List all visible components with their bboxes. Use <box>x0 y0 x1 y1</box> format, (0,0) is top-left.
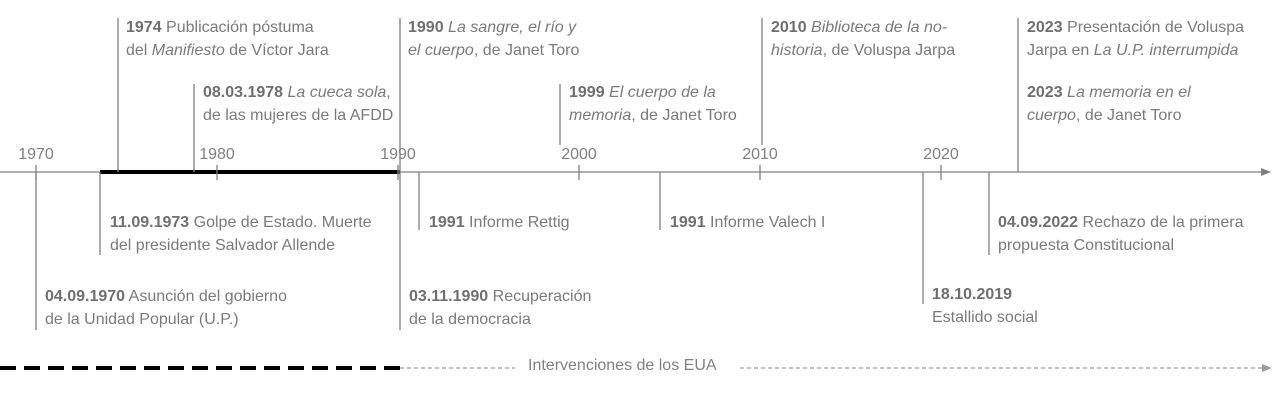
event-date: 2023 <box>1027 84 1063 101</box>
event-1990-democracia: 03.11.1990 Recuperación de la democracia <box>409 285 591 331</box>
tick-label-1970: 1970 <box>18 146 54 163</box>
event-text: , de Janet Toro <box>631 107 737 124</box>
event-2019-estallido: 18.10.2019 Estallido social <box>932 283 1038 329</box>
event-date: 2010 <box>771 19 807 36</box>
event-date: 03.11.1990 <box>409 288 489 305</box>
event-text: Estallido social <box>932 309 1038 326</box>
tick-label-2010: 2010 <box>742 146 778 163</box>
event-1990-la-sangre: 1990 La sangre, el río y el cuerpo, de Ja… <box>408 16 579 62</box>
event-1999-cuerpo-memoria: 1999 El cuerpo de la memoria, de Janet To… <box>569 81 737 127</box>
event-text: de Víctor Jara <box>224 42 329 59</box>
event-2022-rechazo: 04.09.2022 Rechazo de la primera propuest… <box>998 211 1244 257</box>
leaders-above <box>117 18 1019 172</box>
event-title-italic: historia <box>771 42 823 59</box>
event-2023-memoria-cuerpo: 2023 La memoria en el cuerpo, de Janet To… <box>1027 81 1191 127</box>
event-title-italic: La U.P. interrumpida <box>1093 42 1239 59</box>
event-text: , <box>386 84 391 101</box>
tick-label-1980: 1980 <box>199 146 235 163</box>
tick-label-2020: 2020 <box>923 146 959 163</box>
event-1974-manifiesto: 1974 Publicación póstuma del Manifiesto d… <box>126 16 329 62</box>
event-1978-cueca-sola: 08.03.1978 La cueca sola, de las mujeres … <box>203 81 393 127</box>
event-title-italic: El cuerpo de la <box>609 84 716 101</box>
event-title-italic: La sangre, el río y <box>448 19 577 36</box>
event-title-italic: Manifiesto <box>151 42 225 59</box>
event-date: 04.09.2022 <box>998 214 1079 231</box>
event-date: 1991 <box>670 214 706 231</box>
event-1973-golpe: 11.09.1973 Golpe de Estado. Muerte del pr… <box>110 211 372 257</box>
event-text: Informe Valech I <box>705 214 826 231</box>
event-1991-valech: 1991 Informe Valech I <box>670 211 825 234</box>
event-title-italic: Biblioteca de la no- <box>811 19 948 36</box>
event-title-italic: el cuerpo <box>408 42 474 59</box>
event-text: Presentación de Voluspa <box>1062 19 1245 36</box>
legend-arrowhead <box>1262 364 1272 372</box>
event-text: Rechazo de la primera <box>1078 214 1244 231</box>
tick-label-1990: 1990 <box>380 146 416 163</box>
event-date: 1999 <box>569 84 605 101</box>
event-title-italic: La memoria en el <box>1067 84 1191 101</box>
event-text: Informe Rettig <box>464 214 570 231</box>
event-2023-up-interrumpida: 2023 Presentación de Voluspa Jarpa en La … <box>1027 16 1244 62</box>
event-text: del <box>126 42 152 59</box>
event-text: , de Janet Toro <box>473 42 580 59</box>
event-text: de las mujeres de la AFDD <box>203 107 394 124</box>
event-date: 1991 <box>429 214 465 231</box>
event-title-italic: cuerpo <box>1027 107 1076 124</box>
event-text: Asunción del gobierno <box>125 288 287 305</box>
event-title-italic: La cueca sola <box>287 84 387 101</box>
event-1970-unidad-popular: 04.09.1970 Asunción del gobierno de la Un… <box>45 285 287 331</box>
event-date: 08.03.1978 <box>203 84 284 101</box>
event-text: Golpe de Estado. Muerte <box>189 214 372 231</box>
leaders-below <box>35 172 990 330</box>
event-1991-rettig: 1991 Informe Rettig <box>429 211 570 234</box>
event-date: 04.09.1970 <box>45 288 126 305</box>
legend-label: Intervenciones de los EUA <box>520 357 725 375</box>
event-text: , de Janet Toro <box>1075 107 1182 124</box>
event-date: 1990 <box>408 19 444 36</box>
event-2010-biblioteca: 2010 Biblioteca de la no-historia, de Vo… <box>771 16 955 62</box>
tick-label-2000: 2000 <box>561 146 597 163</box>
event-date: 11.09.1973 <box>110 214 190 231</box>
event-text: de la democracia <box>409 311 531 328</box>
event-text: Publicación póstuma <box>161 19 314 36</box>
event-text: Recuperación <box>488 288 592 305</box>
event-date: 1974 <box>126 19 162 36</box>
event-title-italic: memoria <box>569 107 632 124</box>
event-text: , de Voluspa Jarpa <box>822 42 956 59</box>
event-text: del presidente Salvador Allende <box>110 237 336 254</box>
event-date: 2023 <box>1027 19 1063 36</box>
event-text: Jarpa en <box>1027 42 1094 59</box>
event-text: propuesta Constitucional <box>998 237 1175 254</box>
event-date: 18.10.2019 <box>932 286 1013 303</box>
event-text: de la Unidad Popular (U.P.) <box>45 311 239 328</box>
